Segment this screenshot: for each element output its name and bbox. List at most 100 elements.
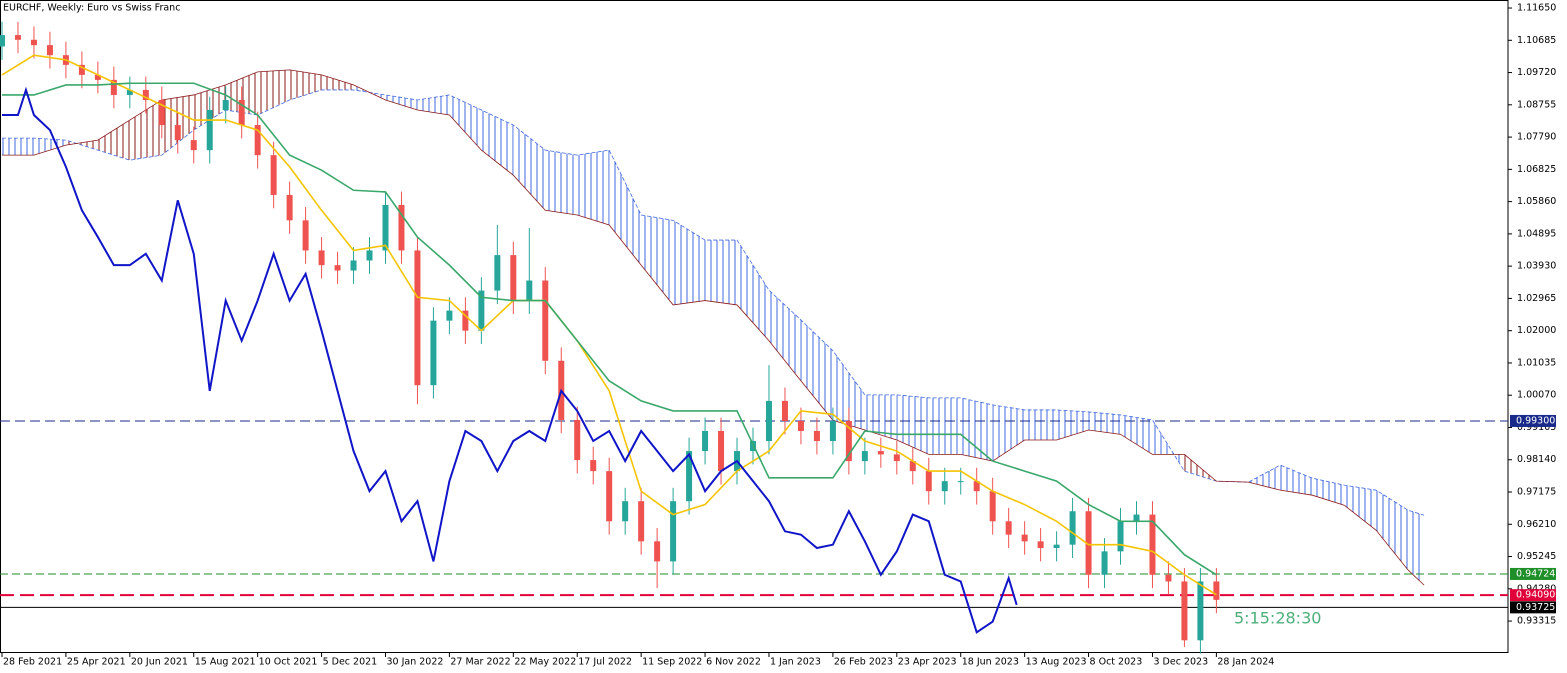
x-tick-label: 26 Feb 2023 [834,657,893,668]
cloud-segment [417,94,450,116]
candle-body [989,491,996,522]
price-label-box [1510,589,1556,602]
candle-body [318,250,325,266]
candle-body [270,155,277,195]
cloud-segment [864,394,897,441]
cloud-segment [33,138,66,156]
y-tick-label: 1.08755 [1517,99,1556,110]
x-tick-label: 6 Nov 2022 [706,657,761,668]
cloud-segment [1120,414,1153,455]
indicator-line [1,54,1217,596]
x-tick-label: 17 Jul 2022 [578,657,632,668]
price-label: 0.94090 [1516,590,1555,601]
candle-body [126,89,133,95]
candle-body [1117,521,1124,552]
candle-body [254,125,261,156]
candle-body [861,451,868,462]
x-tick-label: 10 Oct 2021 [259,657,318,668]
cloud-segment [673,220,706,305]
candle-body [654,541,661,562]
cloud-segment [385,94,418,111]
y-tick-label: 0.98140 [1517,454,1556,465]
x-tick-label: 15 Aug 2021 [195,657,256,668]
candle-body [30,39,37,46]
candle-body [110,79,117,95]
cloud-segment [641,214,674,305]
cloud-segment [1,138,34,156]
candle-body [542,280,549,361]
candle-body [718,430,725,472]
candle-body [1053,544,1060,549]
y-tick-label: 1.07790 [1517,132,1556,143]
y-tick-label: 0.96210 [1517,519,1556,530]
candle-body [414,250,421,386]
x-tick-label: 11 Sep 2022 [642,657,702,668]
candle-body [1037,541,1044,549]
candle-body [797,420,804,431]
y-tick-label: 1.00070 [1517,390,1556,401]
cloud-span-a [1,89,1425,516]
candle-body [510,255,517,301]
candle-body [446,310,453,321]
candle-body [430,320,437,386]
candle-body [238,99,245,126]
chart-title: EURCHF, Weekly: Euro vs Swiss Franc [3,3,180,14]
cloud-segment [577,150,610,226]
y-tick-label: 0.97175 [1517,487,1556,498]
cloud-segment [289,69,322,100]
price-label: 0.93725 [1516,602,1555,613]
price-label: 0.99300 [1516,415,1555,426]
x-tick-label: 28 Feb 2021 [3,657,62,668]
cloud-segment [97,120,130,161]
cloud-segment [1280,465,1313,496]
cloud-segment [960,397,993,462]
candle-body [957,481,964,483]
candle-body [302,220,309,251]
cloud-span-b [1,69,1425,586]
price-label-box [1510,567,1556,580]
y-tick-label: 1.05860 [1517,196,1556,207]
cloud-segment [449,94,482,151]
candle-body [829,420,836,442]
candle-body [1165,574,1172,582]
cloud-segment [1376,490,1409,571]
x-tick-label: 1 Jan 2023 [770,657,821,668]
candle-body [366,250,373,261]
candle-body [1021,534,1028,542]
x-tick-label: 28 Jan 2024 [1217,657,1274,668]
cloud-segment [65,140,98,151]
cloud-segment [513,125,546,211]
candle-body [526,280,533,301]
candle-body [462,310,469,331]
x-tick-label: 3 Dec 2023 [1153,657,1208,668]
y-tick-label: 1.02965 [1517,293,1556,304]
candle-body [46,45,53,56]
y-tick-label: 1.11650 [1517,3,1556,14]
x-tick-label: 22 May 2022 [514,657,576,668]
candle-body [781,400,788,421]
x-tick-label: 23 Apr 2023 [898,657,957,668]
candle-body [206,110,213,151]
cloud-segment [737,240,769,341]
price-label-box [1510,414,1556,427]
candle-body [1213,581,1220,600]
candle-body [909,461,916,472]
candle-body [94,74,101,80]
candle-body [638,501,645,542]
candle-body [1149,514,1156,575]
indicator-line [1,82,1217,576]
candle-body [494,255,501,291]
cloud-segment [481,110,514,176]
candle-body [382,204,389,251]
candle-body [1101,551,1108,575]
candle-body [1133,514,1140,522]
x-tick-label: 5 Dec 2021 [323,657,378,668]
y-tick-label: 0.95245 [1517,551,1556,562]
candle-body [0,35,5,47]
candle-body [350,260,357,271]
candle-body [606,471,613,522]
y-tick-label: 1.02000 [1517,325,1556,336]
candle-body [78,64,85,75]
candle-body [158,99,165,126]
candle-body [877,451,884,455]
